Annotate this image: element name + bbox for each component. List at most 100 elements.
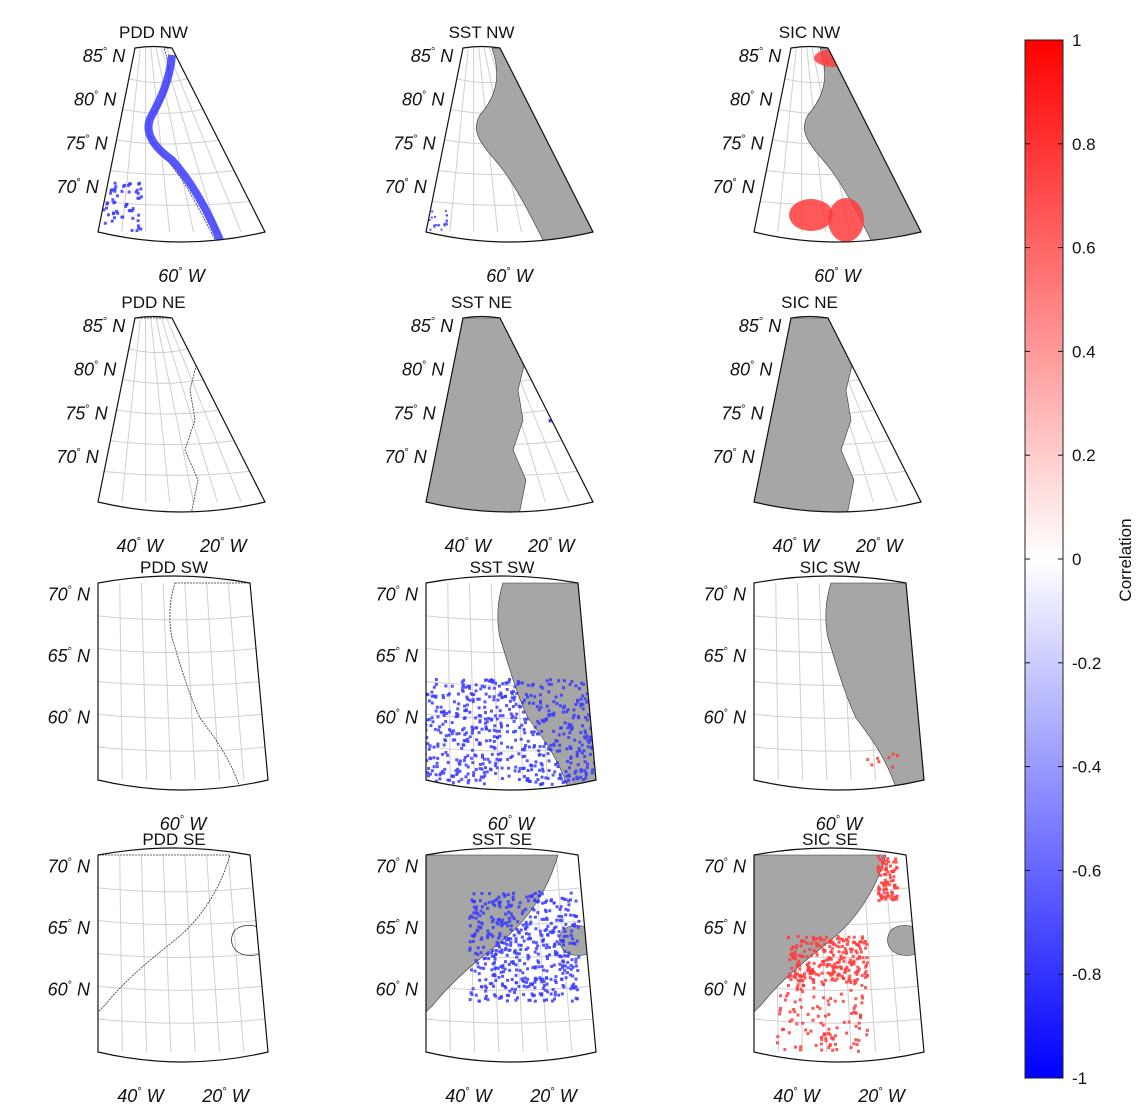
correlation-cell xyxy=(835,1026,839,1030)
correlation-cell xyxy=(890,893,894,897)
correlation-cell xyxy=(478,978,482,982)
correlation-cell xyxy=(509,924,513,928)
correlation-cell xyxy=(542,980,546,984)
correlation-cell xyxy=(487,900,491,904)
correlation-cell xyxy=(504,681,508,685)
map-background xyxy=(98,576,268,790)
correlation-cell xyxy=(561,781,565,785)
graticule-line xyxy=(98,887,254,893)
correlation-cell xyxy=(794,972,798,976)
correlation-cell xyxy=(829,957,833,961)
correlation-cell xyxy=(458,759,462,763)
correlation-cell xyxy=(799,940,803,944)
correlation-cell xyxy=(471,761,475,765)
correlation-cell xyxy=(507,916,511,920)
correlation-cell xyxy=(478,763,482,767)
correlation-cell xyxy=(474,768,478,772)
correlation-cell xyxy=(115,194,119,198)
correlation-cell xyxy=(434,694,438,698)
correlation-cell xyxy=(792,956,796,960)
graticule-line xyxy=(206,582,220,781)
correlation-cell xyxy=(852,935,856,939)
correlation-cell xyxy=(572,708,576,712)
correlation-cell xyxy=(889,879,893,883)
correlation-cell xyxy=(483,902,487,906)
correlation-cell xyxy=(559,400,563,404)
correlation-cell xyxy=(539,685,543,689)
correlation-cell xyxy=(504,695,508,699)
correlation-cell xyxy=(439,705,443,709)
correlation-cell xyxy=(501,974,505,978)
correlation-cell xyxy=(512,730,516,734)
correlation-cell xyxy=(822,996,826,1000)
correlation-cell xyxy=(506,724,510,728)
correlation-cell xyxy=(530,992,534,996)
graticule-line xyxy=(98,985,263,991)
correlation-cell xyxy=(549,992,553,996)
correlation-cell xyxy=(500,948,504,952)
correlation-cell xyxy=(500,725,504,729)
graticule-line xyxy=(155,47,194,233)
correlation-cell xyxy=(552,700,556,704)
correlation-cell xyxy=(577,919,581,923)
correlation-cell xyxy=(533,899,537,903)
correlation-cell xyxy=(569,728,573,732)
correlation-cell xyxy=(562,926,566,930)
correlation-cell xyxy=(560,777,564,781)
correlation-cell xyxy=(844,951,848,955)
correlation-cell xyxy=(587,741,591,745)
correlation-cell xyxy=(497,729,501,733)
correlation-cell xyxy=(477,731,481,735)
correlation-cell xyxy=(457,702,461,706)
correlation-cell xyxy=(562,897,566,901)
correlation-cell xyxy=(513,949,517,953)
correlation-cell xyxy=(585,718,589,722)
correlation-cell xyxy=(580,743,584,747)
correlation-cell xyxy=(869,379,873,383)
correlation-cell xyxy=(426,692,428,696)
correlation-cell xyxy=(521,971,525,975)
correlation-cell xyxy=(841,951,845,955)
correlation-cell xyxy=(799,954,803,958)
correlation-cell xyxy=(569,746,573,750)
correlation-cell xyxy=(553,770,557,774)
correlation-cell xyxy=(895,897,899,901)
correlation-cell xyxy=(558,743,562,747)
correlation-cell xyxy=(877,899,881,903)
correlation-cell xyxy=(468,916,472,920)
correlation-cell xyxy=(885,867,889,871)
correlation-cell xyxy=(854,1024,858,1028)
correlation-cell xyxy=(796,935,800,939)
correlation-cell xyxy=(483,962,487,966)
correlation-cell xyxy=(864,964,868,968)
correlation-cell xyxy=(844,949,848,953)
correlation-cell xyxy=(536,732,540,736)
correlation-cell xyxy=(490,900,494,904)
correlation-cell xyxy=(539,762,543,766)
graticule-line xyxy=(104,470,250,476)
correlation-cell xyxy=(479,966,483,970)
correlation-cell xyxy=(456,742,460,746)
correlation-cell xyxy=(485,720,489,724)
correlation-cell xyxy=(864,946,868,950)
correlation-cell xyxy=(475,738,479,742)
correlation-cell xyxy=(505,905,509,909)
correlation-cell xyxy=(466,781,470,785)
correlation-cell xyxy=(843,947,847,951)
graticule-line xyxy=(754,1018,922,1024)
correlation-cell xyxy=(526,946,530,950)
correlation-cell xyxy=(471,700,475,704)
correlation-cell xyxy=(501,984,505,988)
panel-title: PDD SW xyxy=(140,558,208,577)
correlation-cell xyxy=(478,899,482,903)
correlation-cell xyxy=(812,961,816,965)
correlation-cell xyxy=(579,704,583,708)
graticule-line xyxy=(206,854,220,1053)
correlation-cell xyxy=(561,959,565,963)
correlation-cell xyxy=(561,964,565,968)
correlation-cell xyxy=(541,943,545,947)
correlation-cell xyxy=(477,972,481,976)
map-frame xyxy=(97,315,266,513)
